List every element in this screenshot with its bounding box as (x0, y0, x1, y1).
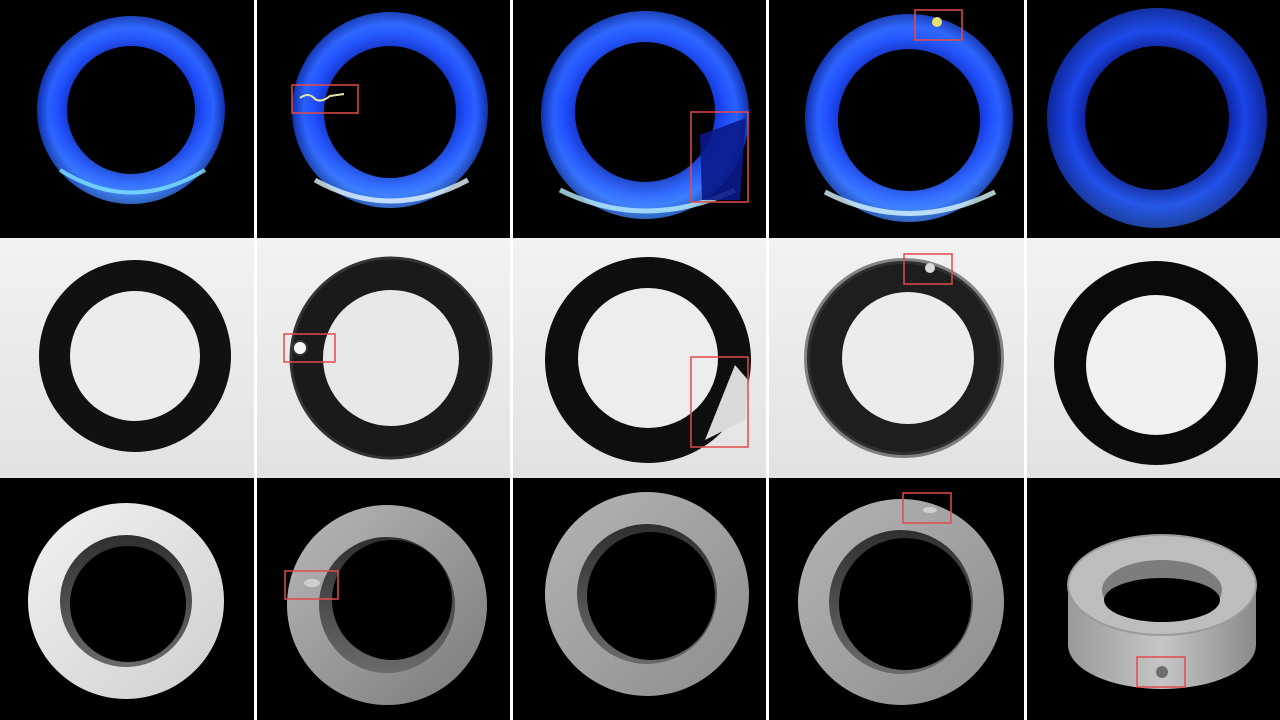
debris-mark (299, 93, 345, 102)
3d-ring-sample-5 (1067, 534, 1257, 689)
defect-box (914, 9, 963, 41)
defect-box (690, 111, 749, 203)
particle-mark (932, 17, 942, 27)
defect-box (284, 570, 339, 600)
edge-chip-mark (705, 365, 748, 440)
blue-ring-sample-2 (291, 12, 488, 208)
blue-ring-sample-4 (805, 9, 1013, 222)
defect-box (902, 492, 952, 524)
3d-ring-sample-1 (28, 503, 224, 699)
particle-mark (925, 263, 935, 273)
blue-ring-sample-3 (541, 11, 749, 219)
3d-ring-sample-2 (284, 505, 487, 705)
blue-color-row (0, 0, 1280, 238)
edge-shadow-mark (700, 118, 746, 200)
3d-ring-sample-4 (798, 492, 1004, 705)
dark-ring-sample-5 (1054, 261, 1258, 465)
dent-mark (1156, 666, 1168, 678)
dark-ring-sample-1 (39, 260, 231, 452)
blue-ring-sample-5 (1047, 8, 1267, 228)
dark-ring-sample-3 (545, 257, 751, 463)
defect-box (291, 84, 359, 114)
defect-box (1136, 656, 1186, 688)
column-dividers (254, 0, 1027, 720)
debris-mark (292, 340, 308, 356)
dark-ring-sample-4 (804, 253, 1004, 458)
3d-render-row (0, 478, 1280, 720)
dent-mark (923, 507, 937, 513)
blue-ring-sample-1 (37, 16, 225, 204)
grayscale-backlit-row (0, 238, 1280, 478)
defect-box (690, 356, 749, 448)
defect-box (903, 253, 953, 285)
dent-mark (304, 579, 320, 587)
3d-ring-sample-3 (545, 492, 749, 696)
defect-box (283, 333, 336, 363)
dark-ring-sample-2 (283, 256, 493, 460)
